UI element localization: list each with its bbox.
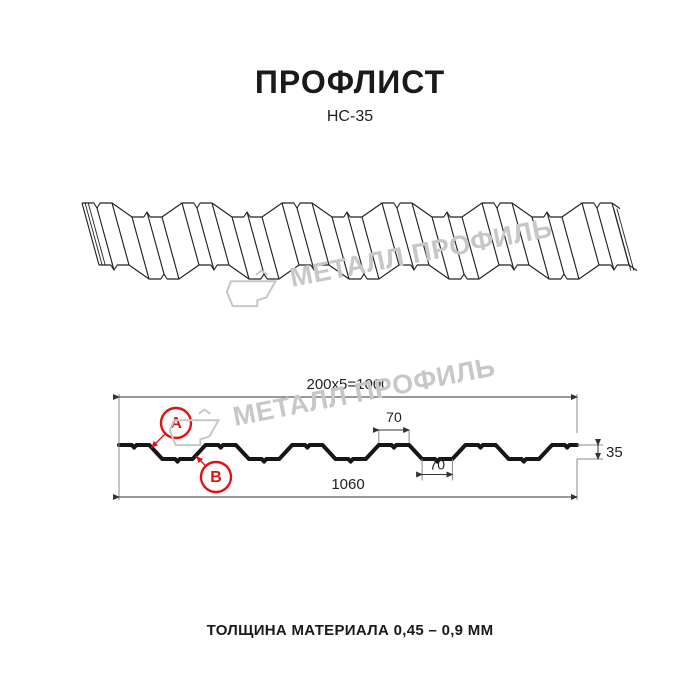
svg-text:35: 35: [606, 444, 623, 461]
svg-text:70: 70: [429, 457, 445, 473]
svg-text:70: 70: [386, 409, 402, 425]
svg-text:МЕТАЛЛ ПРОФИЛЬ: МЕТАЛЛ ПРОФИЛЬ: [287, 213, 554, 293]
svg-text:1060: 1060: [331, 476, 364, 493]
svg-text:B: B: [210, 469, 222, 486]
svg-text:МЕТАЛЛ ПРОФИЛЬ: МЕТАЛЛ ПРОФИЛЬ: [230, 352, 497, 432]
